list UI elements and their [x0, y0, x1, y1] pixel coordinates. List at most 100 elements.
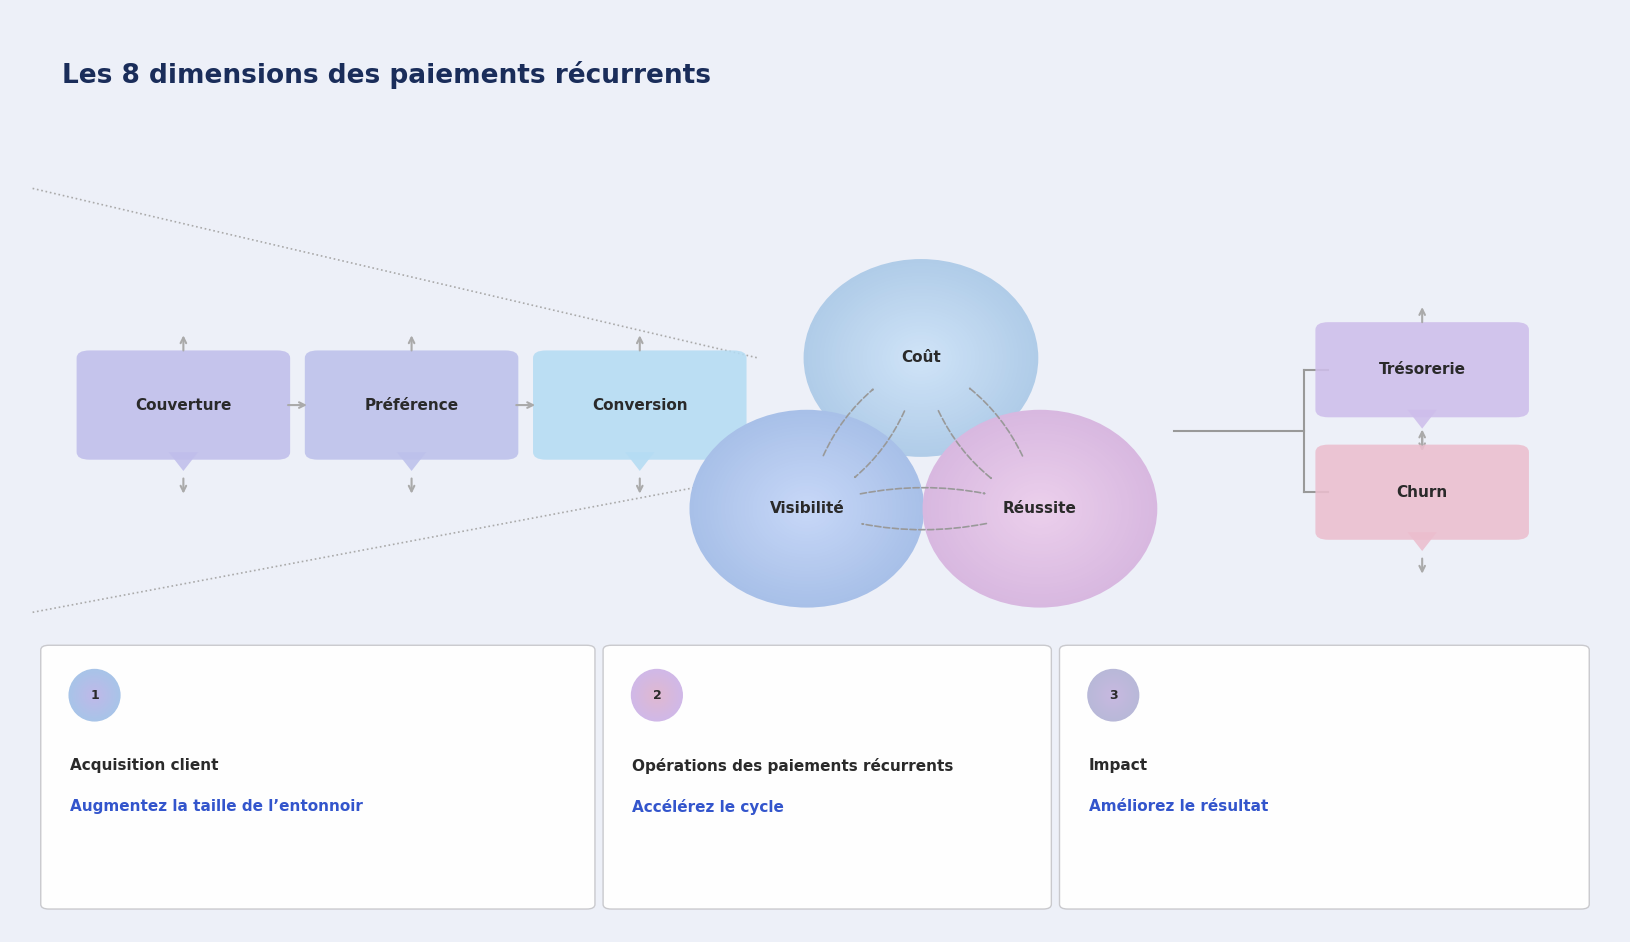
Ellipse shape — [768, 476, 846, 542]
FancyArrowPatch shape — [854, 411, 905, 478]
Ellipse shape — [693, 413, 921, 605]
Ellipse shape — [645, 683, 668, 707]
Ellipse shape — [740, 453, 874, 564]
Ellipse shape — [654, 691, 660, 699]
Ellipse shape — [804, 259, 1038, 457]
Ellipse shape — [820, 272, 1022, 444]
Ellipse shape — [985, 463, 1095, 555]
Ellipse shape — [905, 345, 937, 371]
Ellipse shape — [751, 463, 862, 555]
Ellipse shape — [73, 674, 116, 717]
Ellipse shape — [689, 410, 924, 608]
Ellipse shape — [91, 691, 98, 699]
Ellipse shape — [649, 687, 665, 704]
Text: Coût: Coût — [901, 350, 941, 365]
Ellipse shape — [998, 473, 1082, 544]
Ellipse shape — [839, 288, 1002, 428]
Ellipse shape — [898, 338, 944, 378]
Ellipse shape — [879, 322, 963, 395]
Text: Conversion: Conversion — [592, 398, 688, 413]
Ellipse shape — [989, 466, 1090, 552]
Ellipse shape — [1104, 686, 1123, 705]
Ellipse shape — [729, 443, 885, 575]
Polygon shape — [398, 452, 427, 471]
Ellipse shape — [748, 460, 866, 558]
Ellipse shape — [784, 489, 830, 528]
Ellipse shape — [88, 689, 101, 702]
Ellipse shape — [720, 436, 893, 581]
Ellipse shape — [1107, 689, 1120, 702]
Text: Trésorerie: Trésorerie — [1379, 363, 1465, 377]
Polygon shape — [626, 452, 655, 471]
Text: Impact: Impact — [1089, 758, 1148, 773]
Ellipse shape — [1090, 673, 1136, 718]
Ellipse shape — [776, 482, 838, 535]
Text: Améliorez le résultat: Améliorez le résultat — [1089, 799, 1268, 814]
FancyBboxPatch shape — [603, 645, 1051, 909]
Ellipse shape — [815, 269, 1027, 447]
Text: 1: 1 — [90, 689, 99, 702]
Ellipse shape — [962, 443, 1118, 575]
Text: Acquisition client: Acquisition client — [70, 758, 218, 773]
Ellipse shape — [1102, 683, 1125, 707]
Ellipse shape — [1099, 681, 1128, 709]
Ellipse shape — [978, 456, 1102, 561]
Ellipse shape — [1094, 675, 1133, 715]
Ellipse shape — [890, 332, 952, 384]
Ellipse shape — [885, 329, 957, 388]
Ellipse shape — [650, 689, 663, 702]
Ellipse shape — [637, 675, 676, 715]
Ellipse shape — [807, 262, 1035, 454]
Ellipse shape — [851, 299, 991, 417]
Text: 2: 2 — [652, 689, 662, 702]
Ellipse shape — [901, 341, 941, 375]
Ellipse shape — [655, 693, 659, 697]
Ellipse shape — [846, 296, 996, 421]
Ellipse shape — [1108, 690, 1118, 701]
Text: 3: 3 — [1108, 689, 1118, 702]
Ellipse shape — [843, 292, 999, 424]
Text: Les 8 dimensions des paiements récurrents: Les 8 dimensions des paiements récurrent… — [62, 61, 711, 89]
Ellipse shape — [80, 680, 109, 710]
Ellipse shape — [82, 682, 108, 708]
Ellipse shape — [1012, 486, 1068, 531]
Ellipse shape — [745, 456, 869, 561]
Ellipse shape — [634, 673, 680, 718]
Ellipse shape — [799, 502, 815, 515]
Ellipse shape — [701, 420, 913, 598]
FancyBboxPatch shape — [305, 350, 518, 460]
Ellipse shape — [1104, 685, 1123, 706]
Ellipse shape — [649, 688, 665, 703]
FancyBboxPatch shape — [1315, 322, 1529, 417]
Ellipse shape — [1100, 682, 1126, 708]
Ellipse shape — [973, 453, 1107, 564]
Ellipse shape — [85, 686, 104, 705]
Text: Augmentez la taille de l’entonnoir: Augmentez la taille de l’entonnoir — [70, 799, 363, 814]
Ellipse shape — [706, 423, 908, 594]
Ellipse shape — [882, 325, 960, 391]
Ellipse shape — [804, 505, 810, 512]
FancyArrowPatch shape — [862, 524, 986, 529]
Ellipse shape — [655, 694, 659, 696]
Ellipse shape — [795, 499, 818, 518]
Ellipse shape — [68, 669, 121, 722]
Ellipse shape — [1112, 693, 1115, 697]
Ellipse shape — [812, 266, 1030, 450]
Ellipse shape — [1110, 691, 1117, 699]
Ellipse shape — [931, 416, 1149, 601]
Ellipse shape — [862, 309, 980, 408]
FancyArrowPatch shape — [970, 388, 1022, 456]
Polygon shape — [1407, 532, 1438, 551]
FancyBboxPatch shape — [41, 645, 595, 909]
Ellipse shape — [639, 676, 675, 714]
Ellipse shape — [831, 283, 1011, 433]
Ellipse shape — [652, 690, 662, 700]
Ellipse shape — [77, 677, 112, 713]
Ellipse shape — [756, 466, 857, 552]
Ellipse shape — [1090, 672, 1136, 719]
Text: Couverture: Couverture — [135, 398, 231, 413]
Ellipse shape — [942, 426, 1138, 592]
Ellipse shape — [854, 302, 988, 414]
Ellipse shape — [1004, 479, 1076, 539]
Ellipse shape — [993, 469, 1087, 548]
